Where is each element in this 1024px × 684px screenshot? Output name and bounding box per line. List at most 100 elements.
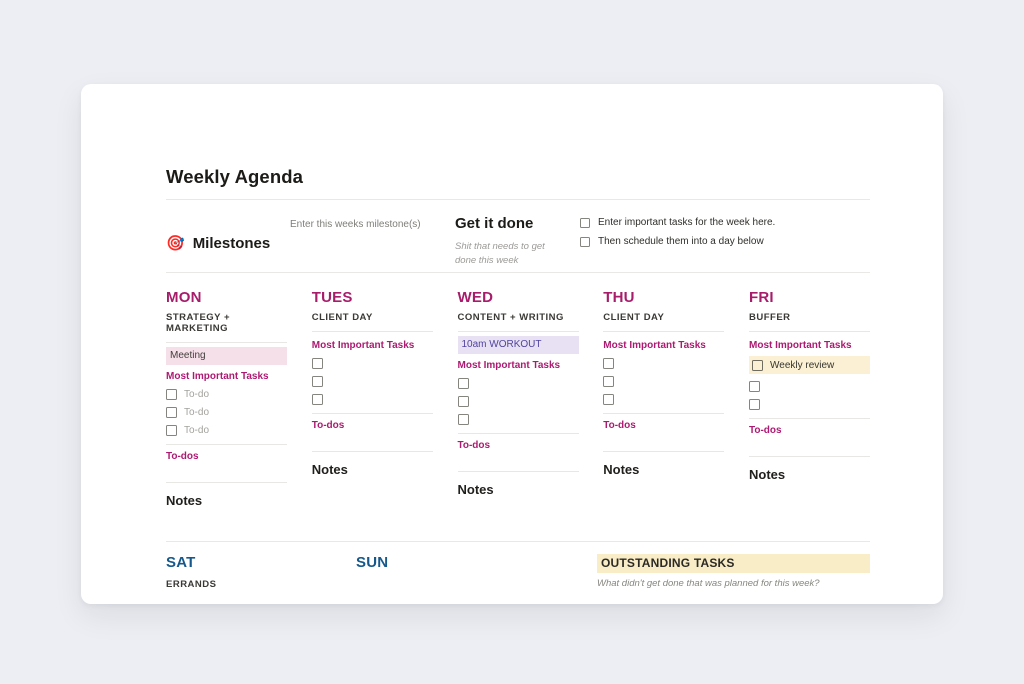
task-label: Enter important tasks for the week here. xyxy=(598,217,776,228)
outstanding-tasks-title: OUTSTANDING TASKS xyxy=(597,554,870,573)
task-row: Enter important tasks for the week here. xyxy=(580,217,870,228)
todo-row xyxy=(457,413,579,425)
checkbox[interactable] xyxy=(457,377,469,389)
todos-label: To-dos xyxy=(603,420,636,431)
day-name: THU xyxy=(603,289,635,306)
divider xyxy=(749,331,870,332)
checkbox[interactable] xyxy=(749,398,760,410)
checkbox[interactable] xyxy=(311,375,323,387)
day-focus: CLIENT DAY xyxy=(603,312,665,323)
divider xyxy=(166,342,287,343)
most-important-tasks-label: Most Important Tasks xyxy=(749,340,852,351)
day-column-sun: SUN xyxy=(356,554,597,590)
day-focus: CLIENT DAY xyxy=(311,312,373,323)
day-focus: BUFFER xyxy=(749,312,791,323)
divider xyxy=(166,482,287,483)
todo-row: To-do xyxy=(166,406,287,418)
day-column-fri: FRI BUFFER Most Important Tasks Weekly r… xyxy=(749,289,870,541)
get-it-done-caption: Shit that needs to get done this week xyxy=(455,241,545,266)
day-column-thu: THU CLIENT DAY Most Important Tasks To-d… xyxy=(603,289,725,541)
checkbox[interactable] xyxy=(580,236,590,247)
todo-label: To-do xyxy=(184,406,210,418)
task-label: Then schedule them into a day below xyxy=(598,236,764,247)
weekend-section: SAT ERRANDS SUN OUTSTANDING TASKS What d… xyxy=(166,542,870,590)
divider xyxy=(749,456,870,457)
todos-label: To-dos xyxy=(166,451,199,462)
milestones-label: Milestones xyxy=(192,235,271,252)
divider xyxy=(311,451,433,452)
todo-row xyxy=(311,393,433,405)
divider xyxy=(457,433,579,434)
day-column-sat: SAT ERRANDS xyxy=(166,554,356,590)
milestones-heading: 🎯 Milestones xyxy=(166,215,290,272)
notes-label: Notes xyxy=(749,467,786,482)
divider xyxy=(603,331,725,332)
day-name: FRI xyxy=(749,289,774,306)
checkbox[interactable] xyxy=(603,357,615,369)
notes-label: Notes xyxy=(166,493,203,508)
day-focus: CONTENT + WRITING xyxy=(457,312,564,323)
checkbox[interactable] xyxy=(166,406,177,418)
outstanding-tasks-caption: What didn't get done that was planned fo… xyxy=(597,578,820,589)
weekly-agenda-card: Weekly Agenda 🎯 Milestones Enter this we… xyxy=(81,84,943,604)
checkbox[interactable] xyxy=(166,388,177,400)
checkbox[interactable] xyxy=(457,395,469,407)
day-focus: STRATEGY + MARKETING xyxy=(166,312,231,334)
todo-row-highlighted: Weekly review xyxy=(749,356,870,374)
todos-label: To-dos xyxy=(311,420,345,431)
day-focus: ERRANDS xyxy=(166,579,217,590)
day-name: WED xyxy=(457,289,494,306)
milestones-section: 🎯 Milestones Enter this weeks milestone(… xyxy=(166,200,870,273)
todo-label: To-do xyxy=(184,424,210,436)
todo-row xyxy=(311,357,433,369)
checkbox[interactable] xyxy=(752,359,763,371)
todo-row: To-do xyxy=(166,388,287,400)
checkbox[interactable] xyxy=(603,375,615,387)
checkbox[interactable] xyxy=(457,413,469,425)
day-name: SAT xyxy=(166,554,196,571)
divider xyxy=(603,451,725,452)
most-important-tasks-label: Most Important Tasks xyxy=(603,340,706,351)
milestones-hint: Enter this weeks milestone(s) xyxy=(290,219,421,230)
todos-label: To-dos xyxy=(749,425,782,436)
todo-row: To-do xyxy=(166,424,287,436)
notes-label: Notes xyxy=(457,482,494,497)
divider xyxy=(311,413,433,414)
todo-row xyxy=(749,380,870,392)
day-column-tues: TUES CLIENT DAY Most Important Tasks To-… xyxy=(311,289,433,541)
todo-row xyxy=(603,357,724,369)
page-title: Weekly Agenda xyxy=(166,166,304,187)
checkbox[interactable] xyxy=(603,393,615,405)
day-name: MON xyxy=(166,289,202,306)
most-important-tasks-label: Most Important Tasks xyxy=(311,340,415,351)
checkbox[interactable] xyxy=(580,217,590,228)
notes-label: Notes xyxy=(311,462,348,477)
divider xyxy=(457,471,579,472)
task-row: Then schedule them into a day below xyxy=(580,236,870,247)
event-highlight: 10am WORKOUT xyxy=(457,336,579,354)
outstanding-tasks-block: OUTSTANDING TASKS What didn't get done t… xyxy=(597,554,870,590)
todo-label: Weekly review xyxy=(770,359,835,371)
todo-row xyxy=(603,393,724,405)
divider xyxy=(311,331,433,332)
todo-row xyxy=(749,398,870,410)
get-it-done-block: Get it done Shit that needs to get done … xyxy=(455,215,580,272)
todo-label: To-do xyxy=(184,388,210,400)
todo-row xyxy=(457,377,579,389)
checkbox[interactable] xyxy=(749,380,760,392)
notes-label: Notes xyxy=(603,462,640,477)
todos-label: To-dos xyxy=(457,440,491,451)
week-grid: MON STRATEGY + MARKETING Meeting Most Im… xyxy=(166,273,870,542)
target-icon: 🎯 xyxy=(166,235,185,252)
get-it-done-title: Get it done xyxy=(455,215,534,232)
event-highlight: Meeting xyxy=(166,347,287,365)
most-important-tasks-label: Most Important Tasks xyxy=(457,360,561,371)
checkbox[interactable] xyxy=(311,357,323,369)
day-name: SUN xyxy=(356,554,389,571)
todo-row xyxy=(311,375,433,387)
todo-row xyxy=(603,375,724,387)
checkbox[interactable] xyxy=(166,424,177,436)
divider xyxy=(603,413,725,414)
divider xyxy=(457,331,579,332)
checkbox[interactable] xyxy=(311,393,323,405)
